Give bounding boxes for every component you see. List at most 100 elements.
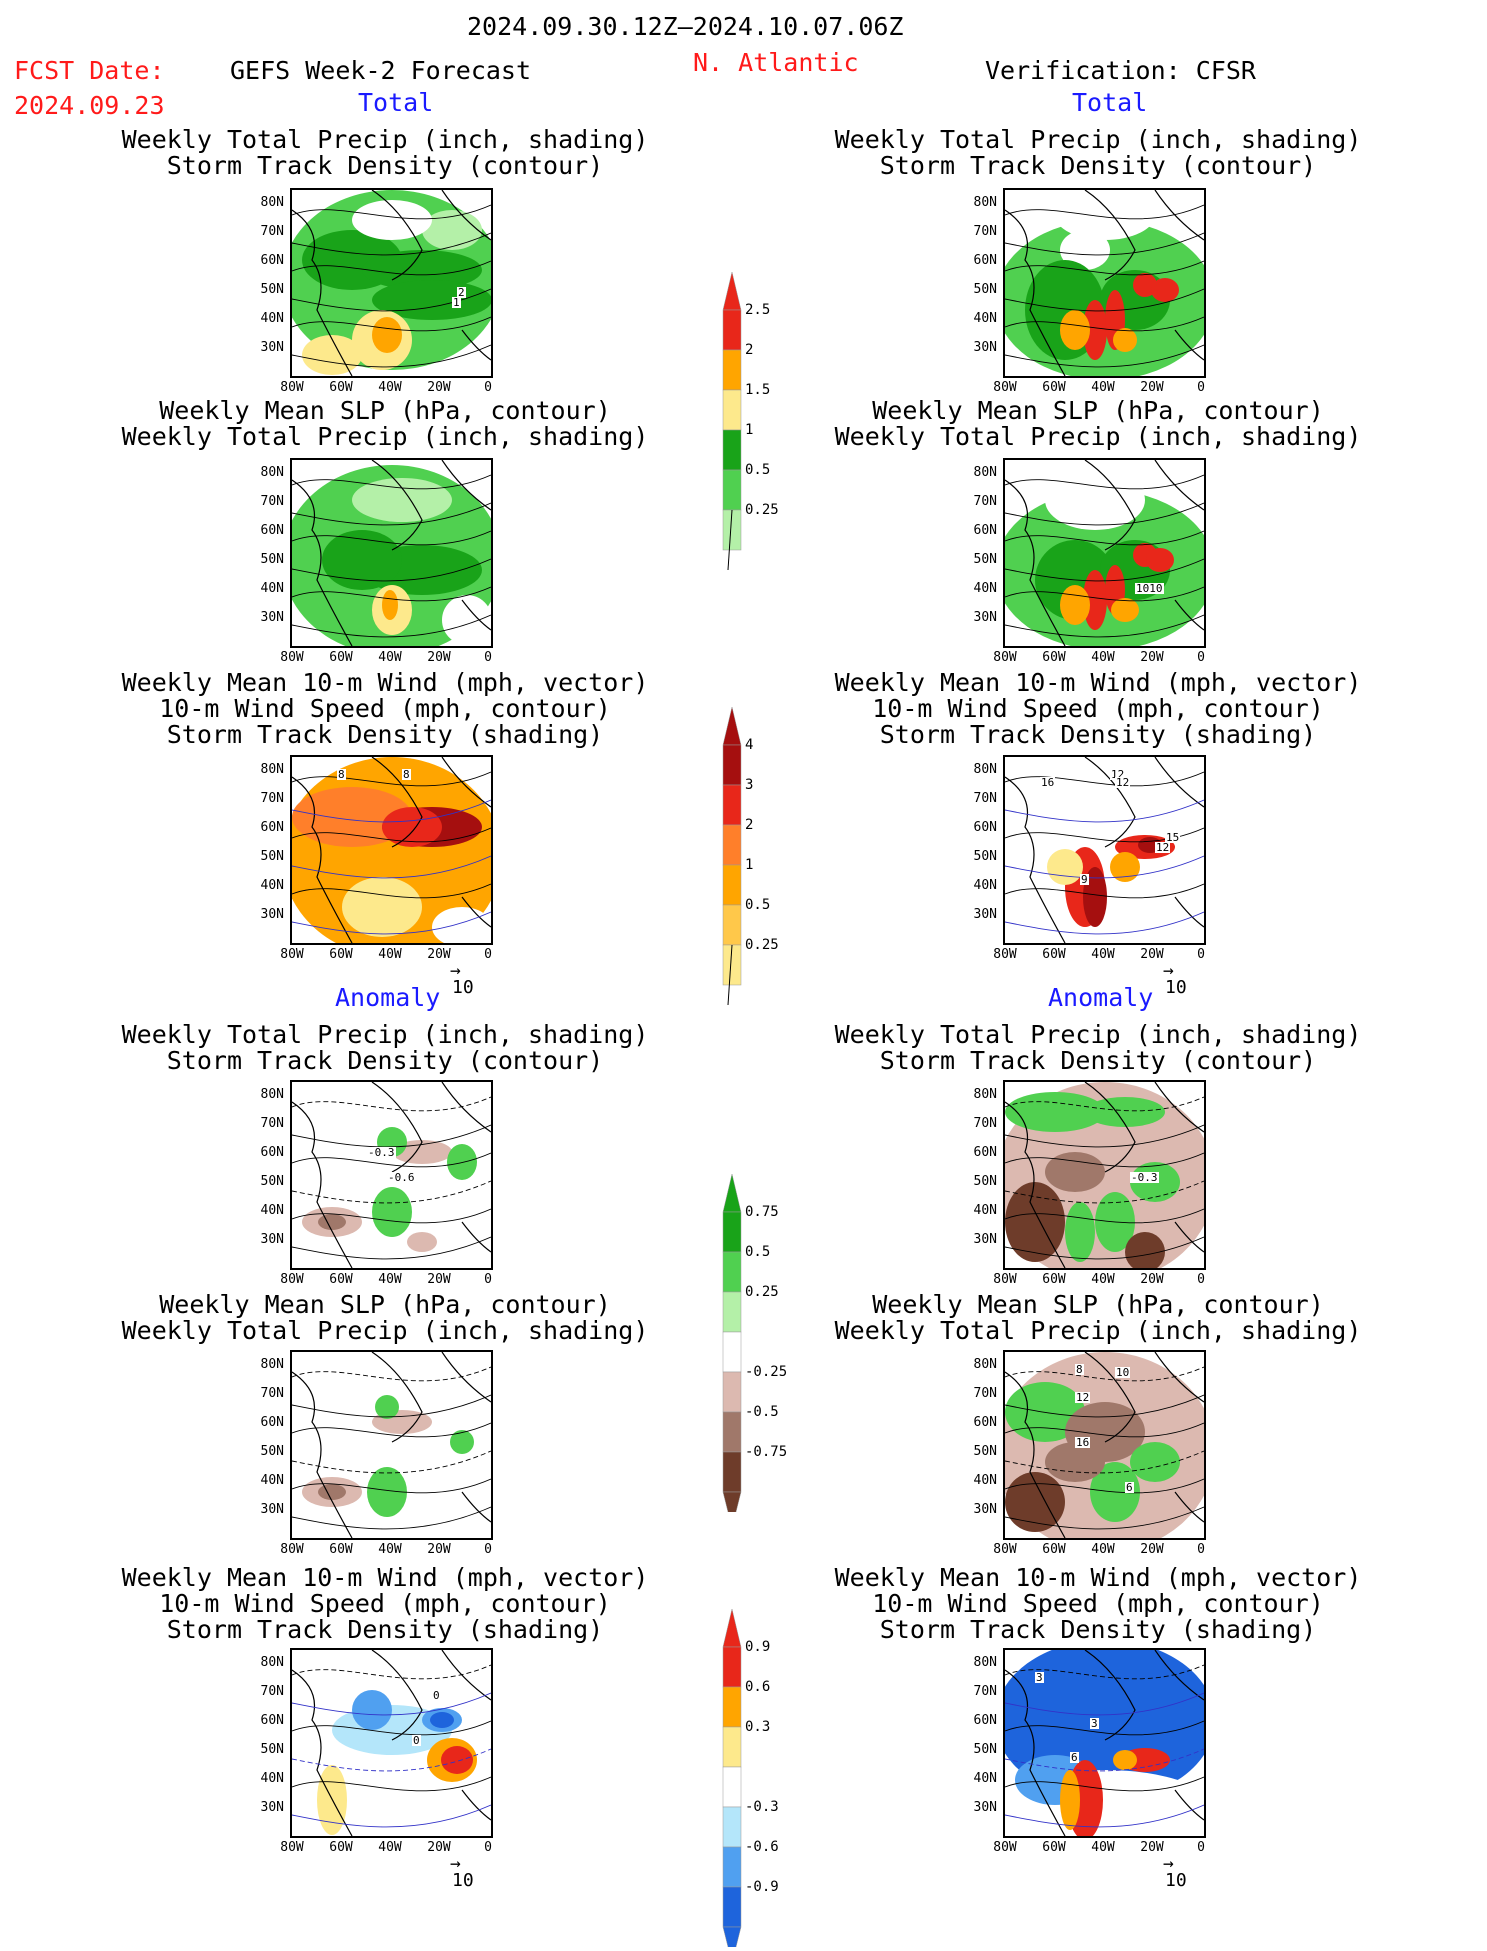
panel-title-line: Weekly Total Precip (inch, shading) [121,1316,649,1345]
lon-tick-label: 60W [329,1272,353,1287]
contour-line [292,1124,491,1148]
lat-tick-label: 40N [260,1473,284,1488]
contour-label: 9 [1080,873,1089,886]
colorbar-label: 0.3 [745,1719,771,1735]
shading-region [302,335,362,375]
colorbar-cap [722,1173,742,1213]
contour-line [1005,1664,1204,1680]
lon-tick-label: 40W [378,947,402,962]
lon-tick-label: 80W [280,1542,304,1557]
lat-tick-label: 30N [973,1232,997,1247]
lat-tick-label: 60N [260,1145,284,1160]
colorbar-label: 0.5 [745,1244,771,1260]
map-shading [1005,460,1204,646]
colorbar-label: 2 [745,342,754,358]
precip-anom-colorbar [722,1172,742,1529]
shading-region [375,1395,399,1419]
contour-line [292,502,491,526]
contour-label: -0.6 [387,1171,416,1184]
lat-tick-label: 30N [260,1800,284,1815]
panel-title-line: Weekly Mean 10-m Wind (mph, vector) [121,668,649,697]
contour-line [292,1394,491,1418]
colorbar-segment [722,1331,742,1373]
shading-region [1113,328,1137,352]
contour-line [1005,204,1204,220]
contour-line [292,883,491,899]
colorbar-label: 4 [745,737,754,753]
lon-tick-label: 20W [1140,1840,1164,1855]
map-shading [1005,1352,1204,1538]
lat-tick-label: 40N [260,581,284,596]
lat-tick-label: 50N [260,1444,284,1459]
contour-line [292,260,491,276]
panel-title-line: 10-m Wind Speed (mph, contour) [159,694,611,723]
colorbar-tail [727,509,733,571]
contour-line [1005,502,1204,526]
shading-region [352,478,452,522]
contour-line [292,1422,491,1438]
contour-label: 12 [1155,841,1171,854]
map-panel-right-4: -0.3 [1003,1080,1206,1270]
contour-line [1005,344,1204,368]
lon-tick-label: 60W [329,1840,353,1855]
lat-tick-label: 50N [260,1174,284,1189]
shading-region [1083,867,1107,927]
colorbar-segment [722,1846,742,1888]
contour-line [292,1366,491,1382]
lon-tick-label: 20W [427,650,451,665]
lon-tick-label: 40W [1091,947,1115,962]
lat-tick-label: 60N [260,1713,284,1728]
contour-line [1005,260,1204,276]
lon-tick-label: 80W [993,1840,1017,1855]
colorbar-cap [722,1608,742,1648]
shading-region [447,1144,477,1180]
colorbar-segment [722,824,742,866]
lat-tick-label: 50N [260,282,284,297]
panel-title-line: Weekly Mean SLP (hPa, contour) [872,1290,1324,1319]
colorbar-label: 0.25 [745,937,779,953]
contour-line [1005,530,1204,546]
lon-tick-label: 20W [1140,650,1164,665]
lon-tick-label: 20W [427,1542,451,1557]
lat-tick-label: 50N [973,552,997,567]
lat-tick-label: 60N [260,1415,284,1430]
lon-tick-label: 20W [427,380,451,395]
colorbar-segment [722,389,742,431]
lon-tick-label: 60W [1042,380,1066,395]
vector-reference-arrow: → [1163,1853,1174,1874]
shading-region [342,877,422,937]
contour-line [1005,1124,1204,1148]
colorbar-label: 2 [745,817,754,833]
colorbar-label: 1 [745,857,754,873]
lat-tick-label: 80N [973,1655,997,1670]
contour-label: 8 [337,768,346,781]
left-column-title: GEFS Week-2 Forecast [230,56,532,85]
panel-title-line: Weekly Mean SLP (hPa, contour) [872,396,1324,425]
contour-line [1005,288,1204,312]
lat-tick-label: 50N [973,282,997,297]
colorbar-segment [722,904,742,946]
contour-line [292,204,491,220]
lon-tick-label: 40W [1091,1542,1115,1557]
panel-title-line: Storm Track Density (shading) [166,720,604,749]
lat-tick-label: 50N [973,1174,997,1189]
lat-tick-label: 50N [260,1742,284,1757]
lat-tick-label: 30N [260,610,284,625]
contour-line [292,1152,491,1168]
colorbar-segment [722,349,742,391]
shading-region [441,1746,473,1774]
shading-region [382,590,398,620]
lat-tick-label: 40N [260,1771,284,1786]
colorbar-label: 0.5 [745,897,771,913]
map-shading [292,190,491,376]
colorbar-segment [722,1806,742,1848]
lat-tick-label: 30N [260,1232,284,1247]
lon-tick-label: 80W [280,1840,304,1855]
shading-region [1133,273,1157,297]
contour-line [1005,855,1204,879]
shading-region [292,787,412,847]
colorbar-label: -0.5 [745,1404,779,1420]
contour-line [1005,1422,1204,1438]
panel-title-line: Weekly Mean 10-m Wind (mph, vector) [121,1563,649,1592]
colorbar-cap [722,1491,742,1529]
